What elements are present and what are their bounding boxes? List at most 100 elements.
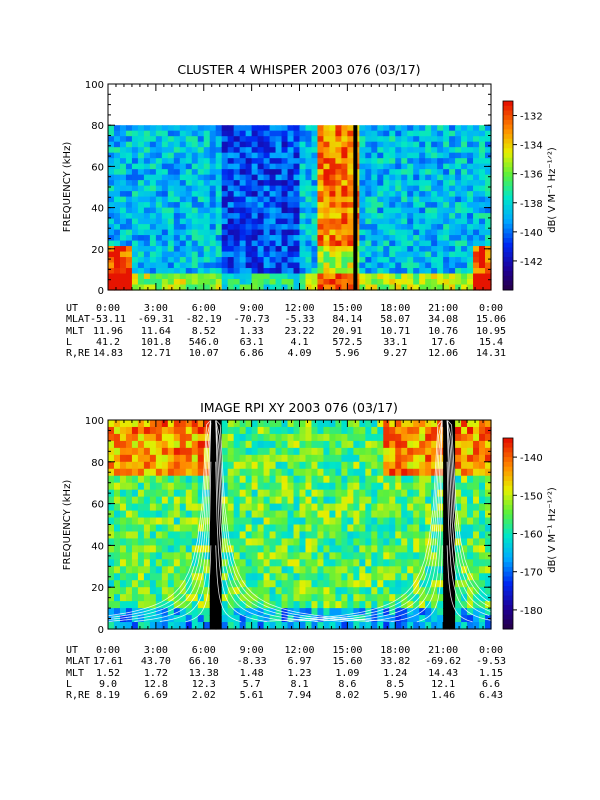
colorbar-tick-label: -180: [520, 606, 543, 617]
ephemeris-cell: 15.4: [478, 336, 504, 348]
y-tick-label: 100: [85, 80, 104, 91]
colorbar-tick-label: -136: [520, 170, 543, 181]
ephemeris-row-label: UT: [66, 645, 79, 656]
ephemeris-cell: -69.62: [425, 656, 462, 668]
ephemeris-cell: 63.1: [239, 336, 264, 348]
ephemeris-cell: 546.0: [188, 336, 219, 348]
ephemeris-cell: -9.53: [475, 656, 507, 668]
colorbar-tick-label: -170: [520, 568, 543, 579]
ephemeris-cell: 5.7: [242, 678, 261, 690]
ephemeris-cell: 11.96: [92, 325, 124, 337]
y-tick-label: 60: [91, 162, 104, 173]
ephemeris-cell: 34.08: [428, 314, 459, 326]
ephemeris-cell: 15.60: [332, 656, 363, 668]
ephemeris-cell: -69.31: [137, 314, 174, 326]
ephemeris-cell: 10.71: [380, 325, 411, 337]
ephemeris-cell: 6:00: [191, 645, 216, 656]
ephemeris-cell: 101.8: [140, 336, 171, 348]
ephemeris-cell: 33.1: [383, 336, 408, 348]
y-tick-label: 20: [91, 583, 104, 594]
ephemeris-cell: 4.1: [290, 336, 309, 348]
ephemeris-cell: 23.22: [284, 325, 315, 337]
ephemeris-cell: 1.09: [335, 667, 360, 679]
ephemeris-cell: 6.6: [481, 678, 501, 690]
y-axis-label: FREQUENCY (kHz): [62, 480, 73, 571]
ephemeris-cell: 8.52: [191, 325, 216, 337]
colorbar: -132 -134 -136 -138 -140 -142: [502, 100, 543, 291]
ephemeris-cell: 21:00: [428, 303, 459, 314]
ephemeris-row-label: UT: [66, 303, 79, 314]
panel-title: CLUSTER 4 WHISPER 2003 076 (03/17): [177, 62, 420, 77]
ephemeris-row-label: L: [66, 336, 73, 348]
ephemeris-cell: 13.38: [188, 667, 219, 679]
y-tick-label: 0: [98, 625, 104, 636]
ephemeris-cell: 7.94: [287, 690, 312, 702]
ephemeris-cell: 1.46: [431, 690, 456, 702]
ephemeris-cell: 14.83: [92, 348, 124, 360]
colorbar-tick-label: -134: [520, 141, 543, 152]
ephemeris-cell: 6:00: [191, 303, 216, 314]
colorbar-label: dB( V M⁻¹ Hz⁻¹ᐟ²): [547, 147, 558, 233]
ephemeris-cell: 10.76: [428, 325, 459, 337]
ephemeris-cell: 6.69: [143, 690, 168, 702]
ephemeris-cell: 1.15: [478, 667, 504, 679]
ephemeris-cell: -70.73: [233, 314, 270, 326]
y-tick-label: 60: [91, 500, 104, 511]
ephemeris-table: UT 0:00 3:00 6:00 9:00 12:00 15:00 18:00 21:00 0:…: [66, 303, 526, 361]
ephemeris-cell: 41.2: [95, 336, 121, 348]
ephemeris-cell: 20.91: [332, 325, 363, 337]
panel-cluster4-whisper: CLUSTER 4 WHISPER 2003 076 (03/17) 0 20 40…: [62, 62, 558, 297]
ephemeris-row-label: MLT: [66, 667, 85, 679]
spectrogram-image: [108, 125, 492, 291]
ephemeris-row-label: R,RE: [66, 348, 91, 360]
ephemeris-cell: 43.70: [140, 656, 171, 668]
ephemeris-cell: 15:00: [332, 303, 363, 314]
ephemeris-cell: -8.33: [236, 656, 267, 668]
ephemeris-cell: 6.43: [478, 690, 504, 702]
ephemeris-cell: 1.33: [239, 325, 264, 337]
ephemeris-cell: 1.24: [383, 667, 408, 679]
ephemeris-cell: 12.8: [143, 678, 168, 690]
ephemeris-cell: 5.96: [335, 348, 360, 360]
colorbar-tick-label: -142: [520, 257, 543, 268]
ephemeris-cell: 4.09: [287, 348, 312, 360]
ephemeris-cell: 8.19: [95, 690, 121, 702]
ephemeris-row-label: R,RE: [66, 690, 91, 702]
ephemeris-cell: 66.10: [188, 656, 219, 668]
y-tick-label: 80: [91, 458, 104, 469]
ephemeris-cell: 8.5: [386, 678, 405, 690]
ephemeris-cell: 84.14: [332, 314, 363, 326]
y-tick-label: 40: [91, 541, 104, 552]
ephemeris-cell: 12.06: [428, 348, 459, 360]
ephemeris-table: UT 0:00 3:00 6:00 9:00 12:00 15:00 18:00 21:00 0:…: [66, 645, 526, 703]
colorbar-tick-label: -150: [520, 491, 543, 502]
ephemeris-cell: -53.11: [89, 314, 127, 326]
ephemeris-cell: 1.48: [239, 667, 264, 679]
y-axis-label: FREQUENCY (kHz): [62, 142, 73, 233]
ephemeris-cell: 18:00: [380, 645, 411, 656]
ephemeris-cell: -82.19: [185, 314, 222, 326]
ephemeris-cell: 14.43: [428, 667, 459, 679]
ephemeris-cell: 3:00: [143, 303, 168, 314]
ephemeris-cell: 12.3: [191, 678, 216, 690]
panel-title: IMAGE RPI XY 2003 076 (03/17): [200, 400, 398, 415]
ephemeris-cell: 8.1: [290, 678, 309, 690]
ephemeris-cell: 6.86: [239, 348, 264, 360]
colorbar-tick-label: -140: [520, 228, 543, 239]
colorbar-tick-label: -160: [520, 530, 543, 541]
ephemeris-cell: 5.61: [239, 690, 264, 702]
colorbar-tick-label: -140: [520, 453, 543, 464]
ephemeris-cell: 2.02: [191, 690, 216, 702]
ephemeris-cell: 9.27: [383, 348, 408, 360]
axes: 0 20 40 60 80 100: [85, 416, 492, 636]
ephemeris-row-label: L: [66, 678, 73, 690]
ephemeris-cell: 10.95: [475, 325, 507, 337]
ephemeris-cell: 572.5: [332, 336, 363, 348]
axes: 0 20 40 60 80 100: [85, 80, 492, 297]
y-tick-label: 80: [91, 121, 104, 132]
ephemeris-cell: 58.07: [380, 314, 411, 326]
y-tick-label: 20: [91, 245, 104, 256]
ephemeris-cell: 21:00: [428, 645, 459, 656]
ephemeris-cell: 0:00: [478, 645, 504, 656]
